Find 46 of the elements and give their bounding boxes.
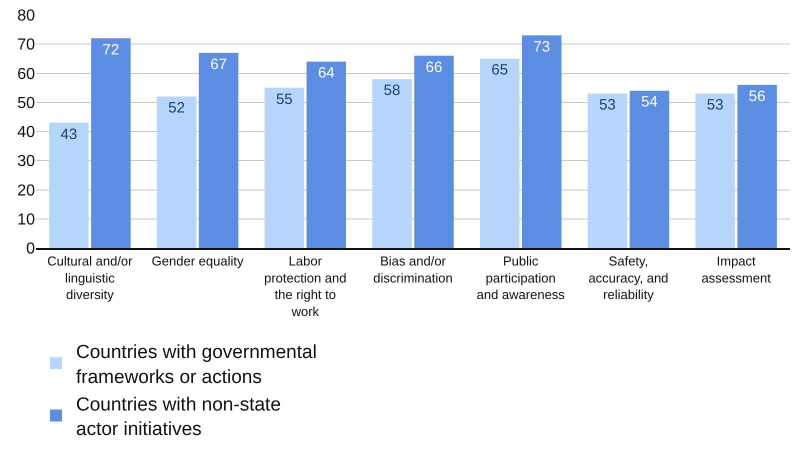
data-label: 53	[599, 96, 616, 114]
data-label: 65	[491, 62, 508, 79]
x-tick-label: Cultural and/or linguistic diversity	[47, 253, 134, 302]
y-tick-label: 50	[17, 94, 36, 112]
x-tick-label: Bias and/or discrimination	[373, 253, 453, 286]
data-label: 66	[426, 58, 442, 76]
data-label: 55	[276, 90, 293, 108]
bar	[198, 52, 238, 248]
x-tick-label: Gender equality	[152, 253, 244, 268]
y-tick-label: 60	[17, 66, 36, 83]
y-tick-label: 0	[26, 240, 36, 258]
bar	[522, 35, 562, 248]
data-label: 43	[60, 126, 78, 143]
y-tick-label: 30	[17, 153, 36, 170]
x-tick-label: Safety, accuracy, and reliability	[588, 253, 668, 302]
data-label: 54	[641, 94, 658, 111]
bar	[156, 96, 196, 248]
bar	[480, 58, 520, 248]
data-label: 58	[384, 82, 400, 100]
legend-label: Countries with non-state actor initiatives	[76, 394, 281, 440]
bar	[306, 62, 346, 248]
y-tick-label: 10	[17, 211, 36, 228]
bar	[588, 94, 628, 248]
y-tick-label: 20	[17, 182, 36, 200]
bar	[264, 88, 304, 248]
bar	[372, 79, 412, 248]
data-label: 73	[533, 38, 550, 56]
bar	[695, 94, 735, 248]
y-tick-label: 70	[17, 36, 36, 54]
data-label: 56	[748, 88, 766, 105]
data-label: 64	[318, 64, 335, 82]
y-tick-label: 40	[17, 124, 36, 142]
legend-label: Countries with governmental frameworks or actions	[76, 342, 317, 388]
data-label: 53	[706, 96, 724, 114]
y-tick-label: 80	[17, 8, 36, 25]
bar	[49, 122, 89, 248]
data-label: 52	[168, 100, 185, 117]
x-tick-label: Impact assessment	[701, 253, 772, 286]
bar	[91, 38, 131, 248]
bar	[414, 56, 454, 248]
x-tick-label: Labor protection and the right to work	[264, 253, 346, 320]
data-label: 67	[210, 56, 227, 73]
bar	[630, 90, 670, 248]
bar	[737, 84, 777, 248]
data-label: 72	[102, 41, 120, 58]
x-tick-label: Public participation and awareness	[476, 253, 566, 302]
